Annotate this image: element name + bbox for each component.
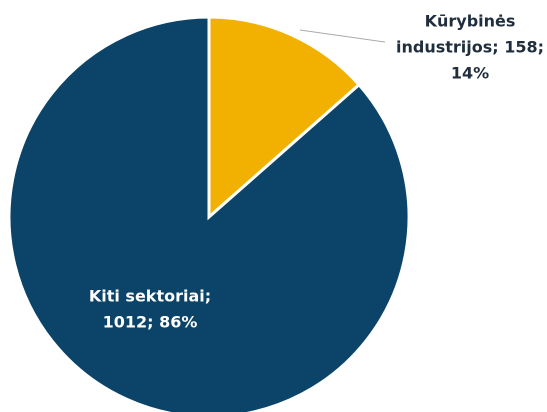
pie-slice <box>207 15 362 221</box>
pie-slice <box>7 15 411 412</box>
data-label: 1012; 86% <box>103 313 198 332</box>
data-label: 14% <box>451 64 489 83</box>
data-label: Kiti sektoriai; <box>89 287 211 306</box>
data-label: Kūrybinės <box>425 12 516 31</box>
leader-line <box>299 29 386 43</box>
data-label: industrijos; 158; <box>396 38 544 57</box>
